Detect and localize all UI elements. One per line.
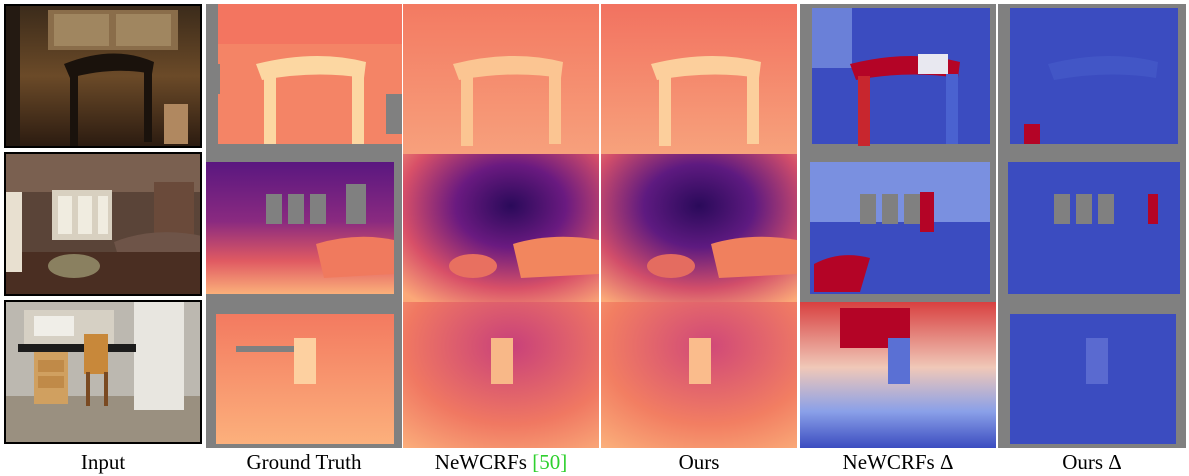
input-image-row2 [4, 152, 202, 296]
caption-newcrfs: NeWCRFs [50] [403, 448, 599, 476]
ours-depth-row1 [601, 4, 797, 154]
ours-error-row1 [998, 4, 1186, 154]
ours-error-row2 [998, 154, 1186, 302]
caption-ground-truth: Ground Truth [246, 450, 362, 474]
caption-input: Input [80, 450, 126, 474]
input-frame-row1 [4, 4, 202, 148]
newcrfs-error-row2 [800, 154, 996, 302]
ours-error-row3 [998, 302, 1186, 448]
newcrfs-error-row3 [800, 302, 996, 448]
ours-depth-row3 [601, 302, 797, 448]
newcrfs-depth-row3 [403, 302, 599, 448]
input-image-row1 [4, 4, 202, 148]
caption-ours: Ours [678, 450, 720, 474]
gt-depth-row2 [206, 154, 402, 302]
input-image-row3 [4, 300, 202, 444]
caption-newcrfs-delta: NeWCRFs Δ [842, 450, 954, 474]
newcrfs-depth-row2 [403, 154, 599, 302]
gt-depth-row1 [206, 4, 402, 154]
newcrfs-error-row1 [800, 4, 996, 154]
gt-depth-row3 [206, 302, 402, 448]
ours-depth-row2 [601, 154, 797, 302]
newcrfs-depth-row1 [403, 4, 599, 154]
citation-link[interactable]: [50] [532, 450, 568, 474]
input-frame-row3 [4, 300, 202, 444]
caption-ours-delta: Ours Δ [1062, 450, 1122, 474]
caption-newcrfs-label: NeWCRFs [434, 450, 527, 474]
input-frame-row2 [4, 152, 202, 296]
